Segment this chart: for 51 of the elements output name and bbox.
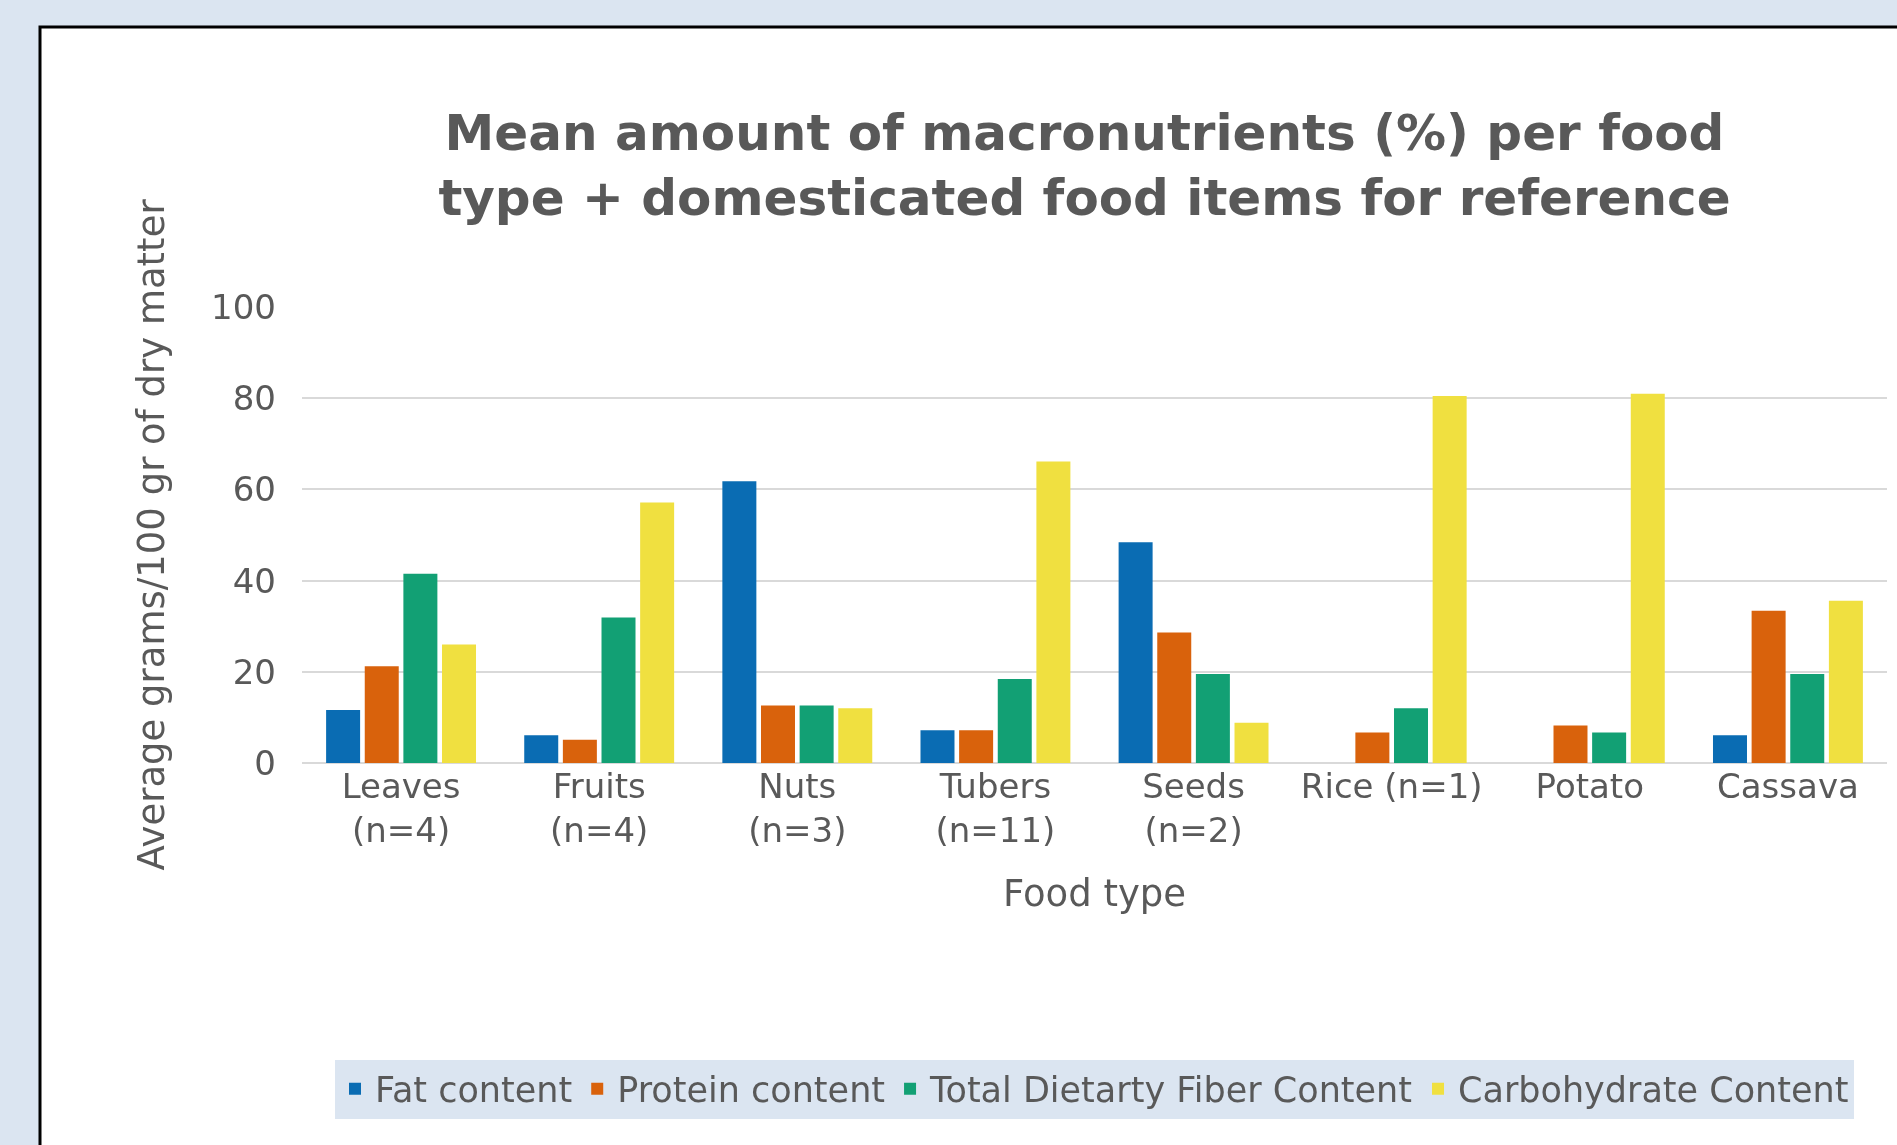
bar bbox=[1157, 632, 1192, 763]
y-tick-label: 60 bbox=[232, 469, 276, 510]
y-tick-label: 20 bbox=[232, 651, 276, 692]
bar bbox=[326, 710, 361, 763]
bar bbox=[1432, 395, 1467, 763]
x-tick-label: Seeds (n=2) bbox=[1142, 766, 1245, 851]
x-axis-title: Food type bbox=[1002, 871, 1187, 915]
bar bbox=[1394, 708, 1428, 763]
bar bbox=[959, 730, 994, 763]
legend-label: Total Dietarty Fiber Content bbox=[929, 1070, 1413, 1111]
x-tick-label: Nuts (n=3) bbox=[748, 766, 847, 851]
bar bbox=[1355, 732, 1390, 763]
y-axis-title: Average grams/100 gr of dry matter bbox=[129, 198, 173, 871]
bar bbox=[1630, 393, 1665, 763]
bar bbox=[761, 705, 795, 763]
chart-title: Mean amount of macronutrients (%) per food type + domesticated food items for reference bbox=[438, 104, 1731, 227]
bar bbox=[997, 679, 1032, 763]
y-tick-label: 100 bbox=[211, 286, 276, 327]
bar bbox=[562, 739, 597, 763]
bar bbox=[364, 666, 399, 763]
bar bbox=[1195, 674, 1230, 763]
x-tick-label: Potato bbox=[1535, 766, 1645, 806]
legend-label: Protein content bbox=[617, 1070, 886, 1111]
bar bbox=[1036, 461, 1071, 763]
x-tick-label: Rice (n=1) bbox=[1300, 766, 1483, 806]
bar bbox=[1790, 674, 1825, 763]
bar bbox=[524, 735, 559, 763]
y-tick-label: 40 bbox=[232, 560, 276, 601]
bar bbox=[1712, 735, 1747, 763]
legend-label: Carbohydrate Content bbox=[1458, 1070, 1849, 1111]
bar bbox=[799, 705, 834, 763]
bar bbox=[1234, 722, 1269, 763]
bar bbox=[1553, 725, 1588, 763]
bar bbox=[601, 617, 636, 763]
x-tick-label: Tubers (n=11) bbox=[935, 766, 1056, 851]
bar bbox=[722, 481, 757, 763]
bar bbox=[442, 644, 477, 763]
x-tick-label: Leaves (n=4) bbox=[341, 766, 461, 851]
bar bbox=[403, 573, 438, 763]
x-tick-label: Cassava bbox=[1717, 766, 1859, 806]
bar bbox=[1828, 600, 1863, 763]
bar bbox=[920, 730, 955, 763]
x-tick-label: Fruits (n=4) bbox=[550, 766, 649, 851]
bar bbox=[838, 708, 873, 763]
bar bbox=[1751, 610, 1786, 763]
bar bbox=[640, 502, 675, 763]
bar bbox=[1592, 732, 1627, 763]
legend-label: Fat content bbox=[375, 1070, 573, 1111]
bar bbox=[1118, 542, 1153, 763]
y-tick-label: 0 bbox=[254, 742, 276, 783]
y-tick-label: 80 bbox=[232, 378, 276, 419]
